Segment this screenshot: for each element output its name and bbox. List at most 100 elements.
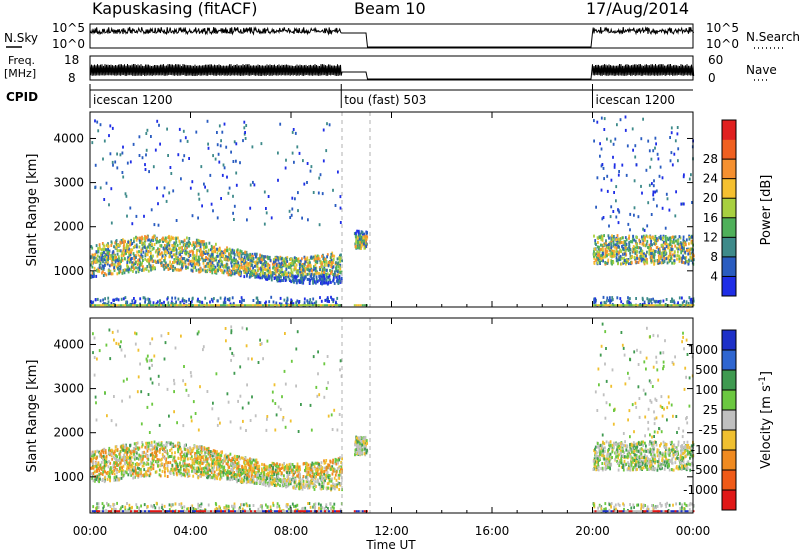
echo-725	[145, 246, 148, 250]
echo-1037	[227, 255, 230, 259]
freq-strip: Freq. [MHz] 18 8 60 0 Nave	[4, 53, 777, 85]
echo-1922	[256, 261, 259, 265]
echo-2110	[170, 302, 173, 306]
echo-187	[283, 369, 286, 373]
echo-2033	[122, 248, 125, 252]
echo-1448	[318, 274, 321, 278]
echo-672	[295, 301, 298, 305]
echo-3422	[690, 235, 693, 239]
echo-711	[141, 261, 143, 265]
echo-3456	[604, 247, 607, 251]
echo-1790	[284, 166, 287, 170]
ground-3485	[626, 304, 629, 307]
echo-2136	[164, 250, 167, 254]
echo-2687	[604, 255, 607, 259]
echo-1338	[148, 441, 151, 445]
echo-620	[310, 301, 313, 305]
ground-3483	[622, 304, 625, 307]
echo-2152	[257, 301, 260, 305]
echo-922	[123, 453, 126, 457]
echo-1778	[298, 267, 301, 270]
echo-886	[214, 455, 217, 459]
echo-1996	[336, 262, 339, 266]
echo-1885	[133, 301, 136, 305]
echo-2645	[649, 165, 652, 169]
echo-1151	[258, 274, 260, 278]
echo-345	[230, 329, 233, 333]
echo-2088	[211, 261, 214, 265]
echo-2268	[280, 262, 282, 266]
echo-694	[314, 508, 316, 512]
echo-1830	[116, 258, 119, 262]
echo-447	[147, 446, 150, 450]
echo-1628	[259, 253, 261, 257]
echo-731	[262, 268, 264, 272]
echo-3300	[619, 254, 622, 258]
echo-2177	[167, 263, 169, 267]
echo-3321	[634, 239, 637, 243]
ground-2401	[292, 304, 294, 307]
echo-1028	[311, 461, 314, 465]
echo-1888	[302, 273, 305, 277]
echo-785	[283, 474, 285, 478]
echo-1865	[149, 246, 151, 250]
ground-3492	[640, 304, 643, 307]
echo-1478	[257, 275, 260, 279]
echo-1217	[307, 266, 310, 270]
echo-594	[161, 506, 163, 510]
echo-735	[147, 269, 150, 273]
echo-2169	[262, 262, 265, 266]
echo-3216	[593, 298, 595, 302]
echo-1027	[97, 467, 100, 471]
echo-1879	[308, 269, 311, 273]
velocity-echoes	[90, 322, 695, 514]
echo-793	[311, 474, 314, 478]
echo-400	[239, 457, 241, 461]
echo-1495	[174, 296, 177, 300]
echo-2080	[189, 253, 192, 257]
echo-3302	[684, 250, 686, 254]
echo-1928	[321, 273, 324, 277]
echo-818	[167, 469, 169, 473]
echo-917	[189, 464, 192, 468]
echo-2157	[252, 299, 255, 302]
echo-1365	[161, 445, 164, 449]
echo-3021	[664, 235, 667, 238]
echo-1054	[97, 129, 100, 133]
echo-3154	[631, 255, 633, 259]
echo-1481	[184, 263, 187, 267]
ground-2543	[357, 304, 360, 307]
echo-1148	[318, 272, 320, 276]
echo-1368	[143, 473, 146, 477]
echo-192	[254, 461, 257, 465]
echo-1451	[174, 266, 176, 270]
echo-21	[143, 214, 145, 218]
echo-1114	[141, 441, 144, 444]
echo-3408	[669, 136, 671, 139]
echo-1186	[274, 261, 277, 265]
echo-212	[251, 145, 254, 149]
echo-2159	[240, 301, 243, 305]
echo-591	[227, 474, 229, 478]
echo-2132	[139, 236, 141, 240]
echo-848	[212, 401, 214, 405]
ground-2304	[98, 304, 100, 307]
echo-1799	[278, 273, 280, 277]
echo-413	[292, 276, 295, 280]
echo-1233	[316, 280, 319, 284]
echo-1493	[314, 257, 317, 261]
echo-687	[213, 466, 215, 470]
echo-883	[98, 349, 101, 353]
echo-3426	[642, 117, 644, 121]
station-title: Kapuskasing (fitACF)	[92, 0, 258, 18]
echo-91	[101, 242, 104, 245]
echo-889	[271, 461, 274, 465]
echo-771	[182, 240, 185, 244]
echo-209	[216, 463, 219, 467]
ground-2358	[206, 304, 208, 307]
echo-1291	[171, 463, 174, 467]
echo-1256	[290, 257, 292, 261]
echo-1045	[186, 241, 188, 245]
echo-2894	[682, 256, 685, 260]
echo-627	[183, 458, 186, 462]
